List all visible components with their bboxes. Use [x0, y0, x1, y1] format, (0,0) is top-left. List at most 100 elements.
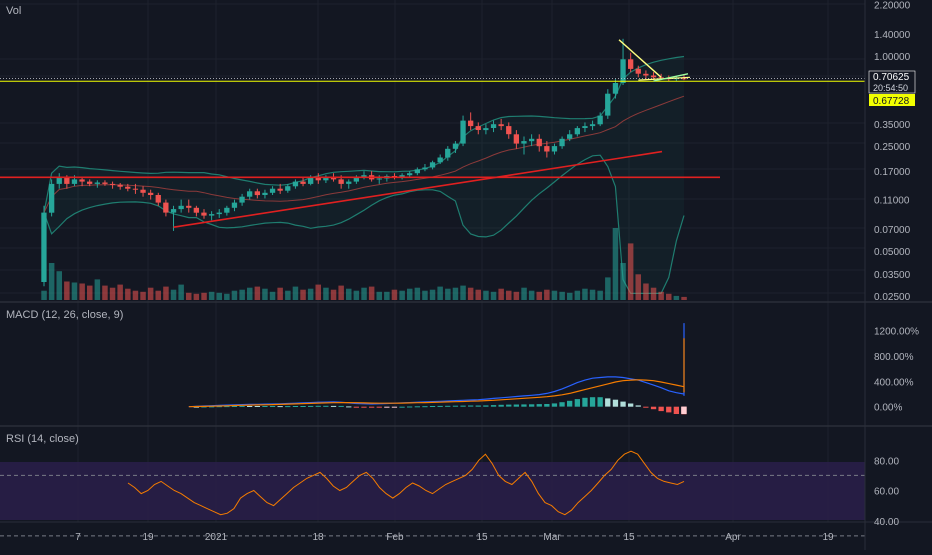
time-axis[interactable]: 7 19 2021 18 Feb 15 Mar 15 Apr 19	[75, 532, 834, 543]
candle-body	[102, 182, 108, 184]
macd-histogram-bar	[231, 406, 238, 407]
volume-bar	[239, 289, 245, 300]
volume-bar	[376, 291, 382, 300]
candle-body	[254, 191, 260, 196]
volume-bar	[521, 287, 527, 300]
macd-histogram-bar	[300, 406, 306, 407]
drawn-overlays	[0, 39, 865, 228]
macd-histogram-bar	[399, 406, 405, 408]
bar-countdown: 20:54:50	[873, 83, 908, 93]
macd-histogram-bar	[529, 404, 535, 407]
price-tick-label: 0.35000	[874, 120, 911, 131]
volume-bar	[41, 290, 47, 300]
macd-histogram-bar	[544, 404, 550, 407]
macd-histogram-bar	[589, 397, 596, 407]
volume-bar	[292, 286, 299, 300]
volume-bar	[178, 284, 184, 300]
volume-bar	[475, 289, 481, 300]
candle-body	[506, 126, 512, 135]
macd-histogram-bar	[391, 406, 398, 408]
price-tick-label: 0.17000	[874, 167, 911, 178]
rsi-tick-label: 80.00	[874, 456, 899, 467]
volume-bar	[643, 283, 649, 300]
price-tick-label: 1.00000	[874, 52, 911, 63]
volume-bar	[437, 286, 443, 300]
macd-histogram-bar	[513, 404, 519, 407]
volume-bar	[536, 291, 542, 300]
candle-body	[49, 183, 55, 213]
candle-body	[186, 205, 192, 208]
macd-histogram-bar	[536, 404, 542, 407]
level-price-value: 0.67728	[873, 96, 910, 107]
volume-bar	[597, 290, 603, 300]
macd-histogram-bar	[521, 404, 527, 407]
candle-body	[460, 120, 466, 144]
macd-histogram-bar	[620, 401, 626, 407]
volume-bar	[94, 279, 101, 300]
macd-histogram-bar	[269, 406, 276, 407]
macd-legend-label[interactable]: MACD (12, 26, close, 9)	[6, 309, 123, 321]
rsi-axis[interactable]: 80.00 60.00 40.00	[874, 456, 899, 528]
candle-body	[216, 212, 222, 215]
macd-histogram-bar	[209, 406, 215, 408]
volume-bar	[635, 274, 641, 300]
macd-histogram-bar	[315, 405, 321, 407]
volume-bar	[201, 292, 207, 300]
candle-body	[292, 181, 299, 187]
candle-body	[140, 189, 146, 193]
price-tick-label: 0.05000	[874, 247, 911, 258]
candle-body	[429, 162, 436, 168]
candle-body	[353, 177, 359, 182]
candle-body	[231, 202, 238, 208]
candle-body	[414, 169, 420, 174]
volume-bar	[467, 287, 474, 300]
candle-body	[315, 177, 321, 181]
candle-body	[658, 77, 664, 79]
candle-body	[574, 128, 580, 135]
macd-histogram-bar	[635, 405, 641, 407]
bollinger-upper	[43, 55, 685, 213]
volume-bars	[41, 228, 687, 300]
macd-histogram-bar	[559, 402, 565, 407]
volume-bar	[323, 287, 329, 300]
macd-histogram-bar	[407, 406, 413, 408]
macd-histogram-bar	[673, 406, 679, 414]
rsi-legend-label[interactable]: RSI (14, close)	[6, 433, 79, 445]
macd-histogram-bar	[612, 399, 619, 407]
breakout-arrow	[653, 73, 689, 82]
price-tick-label: 0.03500	[874, 270, 911, 281]
candle-body	[551, 146, 558, 152]
volume-bar	[551, 290, 558, 300]
macd-axis[interactable]: 1200.00% 800.00% 400.00% 0.00%	[874, 327, 919, 414]
candle-body	[148, 192, 154, 195]
candle-body	[650, 75, 657, 78]
volume-bar	[384, 291, 390, 300]
macd-histogram-bar	[330, 405, 337, 407]
volume-bar	[361, 287, 367, 300]
volume-bar	[429, 289, 436, 300]
macd-lines	[188, 323, 685, 408]
volume-bar	[445, 288, 451, 300]
candlesticks	[41, 38, 687, 287]
candle-body	[300, 181, 306, 184]
candle-body	[247, 191, 253, 197]
candle-body	[422, 167, 428, 170]
rsi-tick-label: 40.00	[874, 517, 899, 528]
volume-bar	[681, 296, 687, 300]
candle-body	[285, 186, 291, 191]
price-axis[interactable]: 2.20000 1.40000 1.00000 0.35000 0.25000 0.170…	[874, 1, 911, 303]
signal-line	[188, 338, 685, 408]
macd-histogram-bar	[193, 406, 199, 408]
candle-body	[521, 141, 527, 144]
price-tick-label: 2.20000	[874, 1, 911, 12]
macd-histogram-bar	[292, 406, 299, 407]
volume-bar	[132, 290, 139, 300]
volume-bar	[650, 287, 657, 300]
level-price-badge: 0.67728	[869, 94, 915, 107]
volume-bar	[422, 290, 428, 300]
volume-legend-label[interactable]: Vol	[6, 5, 21, 17]
volume-bar	[109, 287, 116, 300]
volume-bar	[300, 289, 306, 300]
